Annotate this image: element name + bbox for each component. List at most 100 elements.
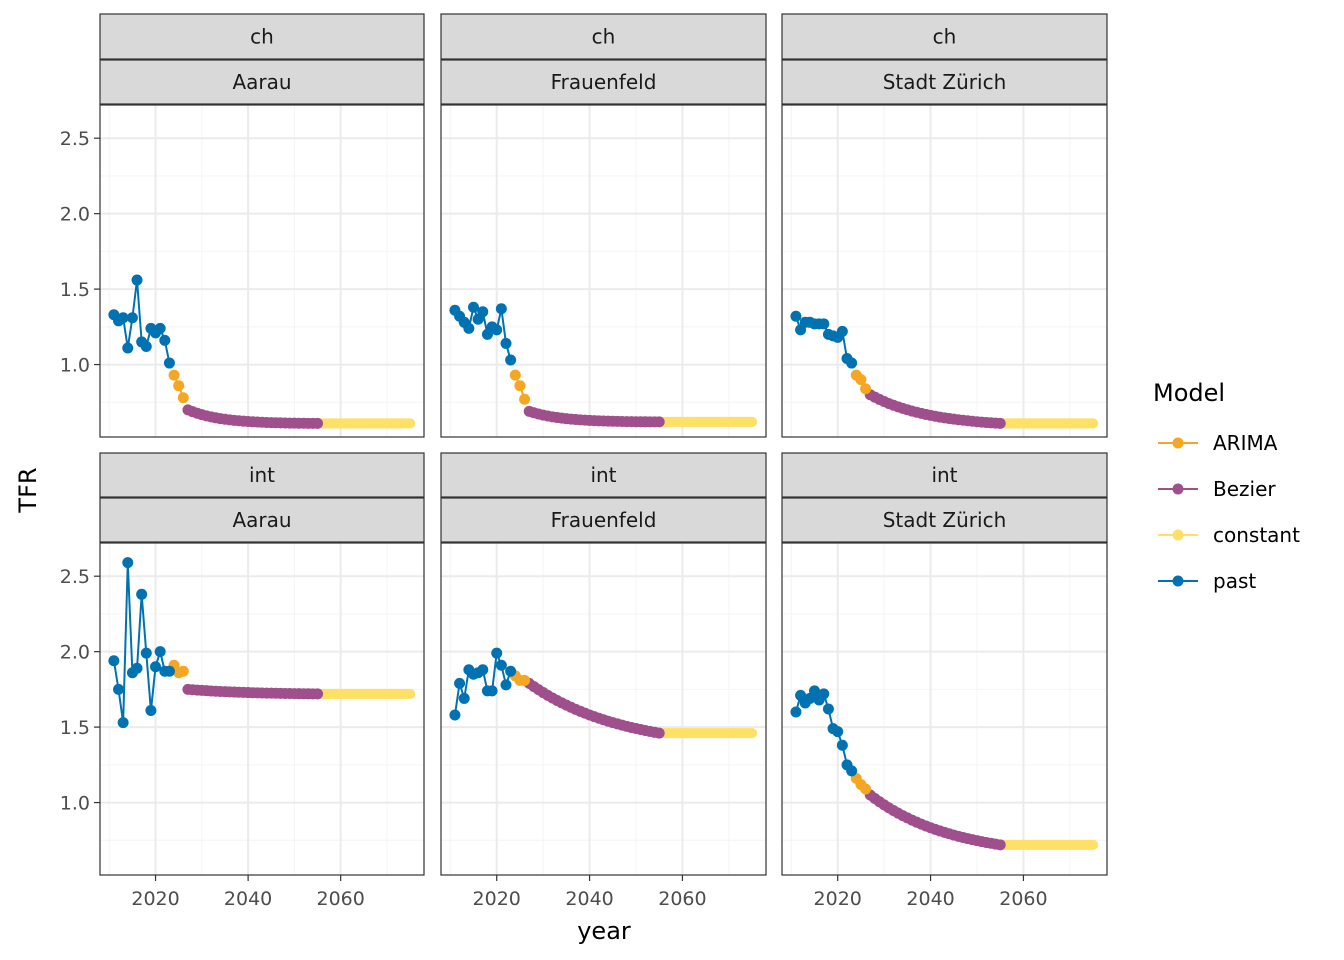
panel-border [781,104,1108,438]
bezier-point [653,727,665,739]
past-point [145,705,157,717]
past-point [836,739,848,751]
strip-row-label: int [931,463,957,487]
constant-point [747,728,758,739]
past-point [458,692,470,704]
strip-row-bg [99,452,425,498]
legend-title: Model [1153,379,1225,407]
panel-background [441,105,766,437]
x-tick-label: 2040 [224,888,272,910]
past-point [477,306,489,318]
strip-row-bg [440,13,767,60]
constant-point [747,416,758,427]
facet-panel: ch Aarau 1.0 1.5 2.0 2.5 [60,13,425,438]
past-point [126,312,138,324]
arima-point [173,380,185,392]
strip-col-bg [99,59,425,105]
legend-key-point [1172,437,1184,449]
strip-row-bg [781,452,1108,498]
past-point [140,340,152,352]
x-tick-label: 2040 [565,888,613,910]
past-point [500,337,512,349]
past-point [836,325,848,337]
panel-background [782,543,1107,875]
strip-col-bg [781,497,1108,543]
x-axis-title: year [577,917,631,945]
y-tick-label: 2.0 [60,204,90,226]
y-axis-title: TFR [14,467,42,513]
strip-col-bg [99,497,425,543]
past-point [505,354,517,366]
y-tick-label: 1.0 [60,355,90,377]
strip-col-label: Frauenfeld [551,70,657,94]
past-point [463,322,475,334]
facet-panel: ch Stadt Zürich [781,13,1108,438]
past-point [449,709,461,721]
past-point [500,679,512,691]
arima-point [177,392,189,404]
past-point [491,647,503,659]
past-point [495,659,507,671]
x-tick-label: 2020 [131,888,179,910]
panel-border [99,542,425,876]
past-point [117,312,129,324]
strip-col-label: Aarau [232,70,291,94]
facet-panel: ch Frauenfeld [440,13,767,438]
past-point [117,717,129,729]
panel-border [440,104,767,438]
strip-row-label: int [249,463,275,487]
legend-entry-label: Bezier [1213,477,1276,501]
past-point [122,557,134,569]
arima-point [855,374,867,386]
past-point [832,726,844,738]
past-point [454,677,466,689]
arima-point [514,380,526,392]
strip-col-bg [440,59,767,105]
past-point [154,322,166,334]
x-tick-label: 2060 [999,888,1047,910]
past-point [136,588,148,600]
panel-background [441,543,766,875]
strip-row-label: ch [250,25,274,49]
strip-col-bg [440,497,767,543]
panel-border [440,542,767,876]
past-point [818,318,830,330]
past-point [163,357,175,369]
legend-entry-label: ARIMA [1213,431,1278,455]
past-point [131,662,143,674]
strip-col-label: Stadt Zürich [883,508,1007,532]
past-point [113,683,125,695]
arima-point [177,665,189,677]
arima-point [860,383,872,395]
past-point [486,685,498,697]
past-point [159,334,171,346]
arima-point [519,674,531,686]
facet-panels: ch Aarau 1.0 1.5 2.0 2.5 ch Frauenfeld ch Stadt Z… [60,13,1108,910]
y-tick-label: 2.0 [60,642,90,664]
bezier-point [653,416,665,428]
facet-panel: int Aarau 1.0 1.5 2.0 2.5 2020 2040 2060 [60,452,425,910]
past-point [809,685,820,697]
past-point [477,664,489,676]
past-point [468,301,479,313]
past-point [846,765,858,777]
legend: Model ARIMA Bezier constant past [1153,379,1300,593]
past-point [790,706,802,718]
strip-row-bg [440,452,767,498]
constant-point [405,418,416,429]
past-point [108,655,120,667]
past-point [790,310,802,322]
past-point [491,324,503,336]
strip-row-bg [781,13,1108,60]
strip-col-label: Aarau [232,508,291,532]
past-point [163,665,175,677]
strip-col-label: Frauenfeld [551,508,657,532]
bezier-point [994,417,1006,429]
x-tick-label: 2040 [906,888,954,910]
legend-key-point [1172,483,1184,495]
past-point [140,647,152,659]
arima-point [168,369,180,381]
x-tick-label: 2060 [658,888,706,910]
legend-key-point [1172,575,1184,587]
